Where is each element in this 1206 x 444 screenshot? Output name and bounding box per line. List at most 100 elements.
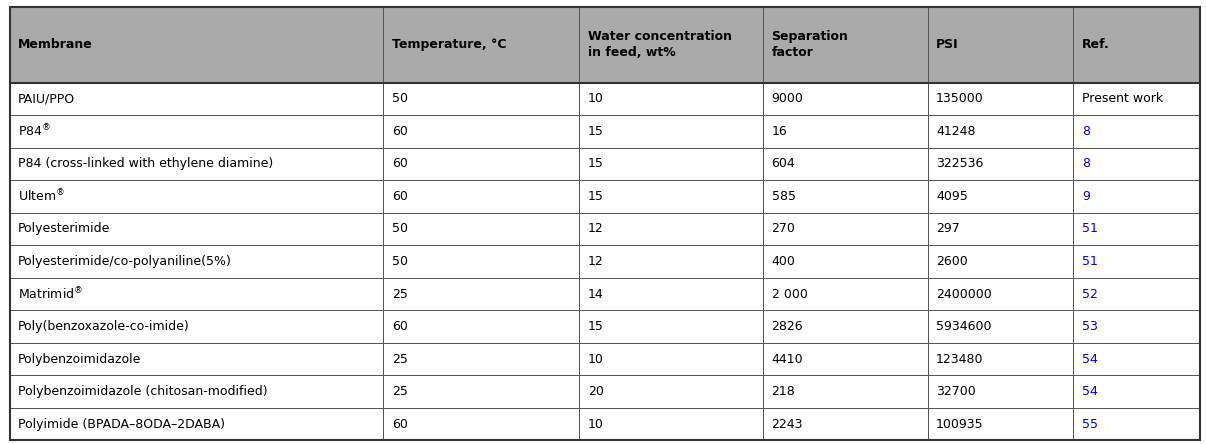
Bar [579,115,763,148]
Bar [10,375,384,408]
Text: 53: 53 [1082,320,1097,333]
Bar [10,213,384,245]
Text: 15: 15 [589,320,604,333]
Text: 15: 15 [589,125,604,138]
Bar [10,7,384,83]
Text: Membrane: Membrane [18,38,93,51]
Bar [763,343,927,375]
Text: 60: 60 [392,158,408,170]
Text: 5934600: 5934600 [936,320,991,333]
Bar [579,343,763,375]
Text: 400: 400 [772,255,796,268]
Text: 50: 50 [392,222,408,235]
Text: 14: 14 [589,288,604,301]
Bar [927,245,1073,278]
Text: 10: 10 [589,353,604,365]
Text: 41248: 41248 [936,125,976,138]
Text: 322536: 322536 [936,158,984,170]
Text: 51: 51 [1082,255,1097,268]
Bar [384,213,579,245]
Text: P84$^{\circledR}$: P84$^{\circledR}$ [18,123,51,139]
Bar [927,213,1073,245]
Bar [10,310,384,343]
Bar [384,310,579,343]
Bar [927,375,1073,408]
Bar [927,83,1073,115]
Text: 25: 25 [392,288,408,301]
Text: 270: 270 [772,222,796,235]
Text: 15: 15 [589,158,604,170]
Text: 8: 8 [1082,158,1090,170]
Bar [384,7,579,83]
Text: 123480: 123480 [936,353,984,365]
Text: Polyesterimide/co-polyaniline(5%): Polyesterimide/co-polyaniline(5%) [18,255,232,268]
Text: Temperature, °C: Temperature, °C [392,38,507,51]
Text: PSI: PSI [936,38,959,51]
Bar [579,83,763,115]
Bar [579,408,763,440]
Bar [579,148,763,180]
Text: 585: 585 [772,190,796,203]
Bar [10,245,384,278]
Text: Polybenzoimidazole: Polybenzoimidazole [18,353,141,365]
Bar [763,375,927,408]
Text: 4410: 4410 [772,353,803,365]
Bar [579,375,763,408]
Bar [579,213,763,245]
Text: Polyimide (BPADA–8ODA–2DABA): Polyimide (BPADA–8ODA–2DABA) [18,418,226,431]
Text: Ultem$^{\circledR}$: Ultem$^{\circledR}$ [18,188,65,205]
Text: Poly(benzoxazole-co-imide): Poly(benzoxazole-co-imide) [18,320,189,333]
Bar [384,245,579,278]
Bar [763,115,927,148]
Text: 2600: 2600 [936,255,968,268]
Bar [763,148,927,180]
Text: Matrimid$^{\circledR}$: Matrimid$^{\circledR}$ [18,286,83,302]
Bar [1073,245,1200,278]
Bar [927,408,1073,440]
Bar [10,180,384,213]
Text: 9: 9 [1082,190,1090,203]
Text: Present work: Present work [1082,92,1163,105]
Bar [927,278,1073,310]
Bar [1073,115,1200,148]
Text: 15: 15 [589,190,604,203]
Bar [384,343,579,375]
Text: 9000: 9000 [772,92,803,105]
Text: 604: 604 [772,158,795,170]
Text: Ref.: Ref. [1082,38,1110,51]
Bar [927,310,1073,343]
Bar [763,83,927,115]
Text: PAIU/PPO: PAIU/PPO [18,92,75,105]
Text: 20: 20 [589,385,604,398]
Text: 60: 60 [392,418,408,431]
Bar [10,343,384,375]
Bar [384,83,579,115]
Bar [579,310,763,343]
Text: 8: 8 [1082,125,1090,138]
Bar [384,408,579,440]
Bar [763,180,927,213]
Bar [10,408,384,440]
Text: 52: 52 [1082,288,1097,301]
Bar [1073,180,1200,213]
Bar [763,213,927,245]
Bar [763,408,927,440]
Text: 135000: 135000 [936,92,984,105]
Text: 2243: 2243 [772,418,803,431]
Text: 100935: 100935 [936,418,984,431]
Bar [10,115,384,148]
Text: 12: 12 [589,222,604,235]
Text: 60: 60 [392,125,408,138]
Text: 2 000: 2 000 [772,288,807,301]
Bar [579,245,763,278]
Text: 25: 25 [392,385,408,398]
Text: 50: 50 [392,255,408,268]
Text: 25: 25 [392,353,408,365]
Bar [763,245,927,278]
Text: 54: 54 [1082,385,1097,398]
Bar [763,310,927,343]
Bar [1073,148,1200,180]
Bar [1073,83,1200,115]
Bar [10,83,384,115]
Bar [384,148,579,180]
